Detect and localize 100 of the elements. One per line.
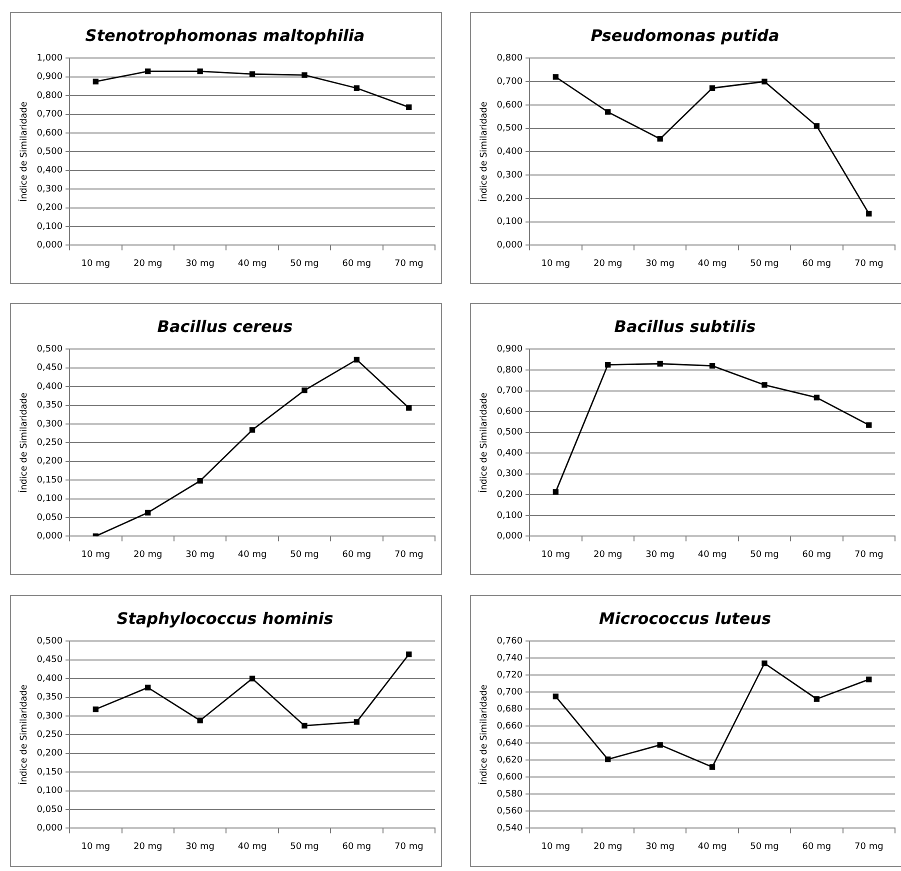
y-tick-label: 0,580 xyxy=(496,790,523,800)
x-tick-label: 70 mg xyxy=(854,258,884,269)
y-tick-label: 0,150 xyxy=(36,767,63,778)
point xyxy=(866,422,872,428)
x-tick-label: 20 mg xyxy=(593,258,622,269)
y-tick-label: 0,200 xyxy=(36,456,63,467)
y-axis-title: Índice de Similaridade xyxy=(478,101,490,202)
y-tick-label: 0,100 xyxy=(36,494,63,504)
x-tick-label: 70 mg xyxy=(394,550,424,560)
x-tick-label: 30 mg xyxy=(646,550,674,560)
x-tick-label: 20 mg xyxy=(593,550,622,560)
x-tick-label: 30 mg xyxy=(186,842,214,852)
point xyxy=(552,694,558,700)
x-tick-label: 40 mg xyxy=(698,550,727,560)
y-tick-label: 0,600 xyxy=(36,128,63,138)
y-tick-label: 0,200 xyxy=(496,490,523,500)
point xyxy=(814,394,820,400)
y-tick-label: 0,000 xyxy=(36,240,63,251)
y-tick-label: 0,400 xyxy=(36,674,63,684)
point xyxy=(249,427,256,433)
y-tick-label: 0,400 xyxy=(496,147,523,158)
x-tick-label: 60 mg xyxy=(802,550,832,560)
point xyxy=(866,676,872,682)
chart-title: Bacillus cereus xyxy=(157,316,293,336)
y-tick-label: 0,200 xyxy=(36,203,63,214)
y-tick-label: 0,900 xyxy=(496,344,523,355)
point xyxy=(145,684,151,690)
y-tick-label: 0,100 xyxy=(36,222,63,232)
point xyxy=(709,363,716,369)
y-tick-label: 0,300 xyxy=(36,419,63,430)
y-tick-label: 0,640 xyxy=(496,738,523,749)
chart-title: Stenotrophomonas maltophilia xyxy=(85,26,365,45)
point xyxy=(709,85,716,91)
x-tick-label: 30 mg xyxy=(646,258,674,269)
x-tick-label: 70 mg xyxy=(854,550,884,560)
point xyxy=(249,71,256,77)
x-tick-label: 50 mg xyxy=(290,842,319,852)
x-tick-label: 40 mg xyxy=(698,258,727,269)
y-tick-label: 0,500 xyxy=(36,147,63,158)
x-tick-label: 10 mg xyxy=(541,258,570,269)
y-tick-label: 0,900 xyxy=(36,72,63,82)
y-tick-label: 0,700 xyxy=(496,386,523,396)
y-tick-label: 0,700 xyxy=(36,110,63,120)
point xyxy=(302,72,308,78)
y-tick-label: 0,540 xyxy=(496,824,523,834)
point xyxy=(302,722,308,729)
y-tick-label: 0,300 xyxy=(496,170,523,180)
y-tick-label: 0,100 xyxy=(496,510,523,521)
y-tick-label: 0,400 xyxy=(496,448,523,458)
point xyxy=(814,696,820,702)
y-tick-label: 0,500 xyxy=(496,124,523,134)
y-axis-title: Índice de Similaridade xyxy=(18,392,30,493)
point xyxy=(866,210,872,216)
point xyxy=(197,68,203,74)
point xyxy=(249,676,256,682)
y-tick-label: 0,400 xyxy=(36,382,63,392)
y-tick-label: 0,250 xyxy=(36,730,63,740)
y-tick-label: 0,150 xyxy=(36,475,63,486)
point xyxy=(145,510,151,516)
x-tick-label: 50 mg xyxy=(750,842,779,852)
point xyxy=(145,68,151,74)
y-axis-title: Índice de Similaridade xyxy=(478,684,490,785)
x-tick-label: 10 mg xyxy=(81,842,110,852)
y-tick-label: 0,000 xyxy=(36,532,63,542)
x-tick-label: 30 mg xyxy=(646,842,674,852)
x-tick-label: 40 mg xyxy=(238,842,267,852)
x-tick-label: 60 mg xyxy=(342,842,372,852)
x-tick-label: 60 mg xyxy=(342,258,372,269)
x-tick-label: 60 mg xyxy=(802,842,832,852)
x-tick-label: 30 mg xyxy=(186,258,214,269)
y-tick-label: 0,500 xyxy=(36,636,63,647)
x-tick-label: 20 mg xyxy=(133,842,162,852)
y-tick-label: 0,760 xyxy=(496,636,523,647)
x-tick-label: 70 mg xyxy=(394,258,424,269)
y-tick-label: 0,600 xyxy=(496,772,523,783)
y-tick-label: 0,000 xyxy=(496,240,523,251)
x-tick-label: 10 mg xyxy=(541,842,570,852)
y-axis-title: Índice de Similaridade xyxy=(18,101,30,202)
y-tick-label: 0,100 xyxy=(36,786,63,796)
y-tick-label: 0,700 xyxy=(496,76,523,87)
x-tick-label: 50 mg xyxy=(750,258,779,269)
y-tick-label: 0,740 xyxy=(496,654,523,664)
x-tick-label: 70 mg xyxy=(854,842,884,852)
point xyxy=(406,104,412,110)
point xyxy=(302,388,308,394)
y-tick-label: 0,660 xyxy=(496,722,523,732)
point xyxy=(605,109,611,115)
x-tick-label: 10 mg xyxy=(81,550,110,560)
point xyxy=(552,74,558,80)
point xyxy=(762,78,768,84)
y-tick-label: 0,100 xyxy=(496,217,523,228)
y-tick-label: 0,300 xyxy=(496,469,523,480)
point xyxy=(354,85,360,91)
point xyxy=(197,478,203,484)
y-axis-title: Índice de Similaridade xyxy=(18,684,30,785)
y-tick-label: 0,000 xyxy=(496,532,523,542)
y-tick-label: 0,250 xyxy=(36,438,63,448)
chart-title: Pseudomonas putida xyxy=(590,26,780,45)
y-tick-label: 0,400 xyxy=(36,166,63,176)
chart-title: Micrococcus luteus xyxy=(599,608,771,628)
